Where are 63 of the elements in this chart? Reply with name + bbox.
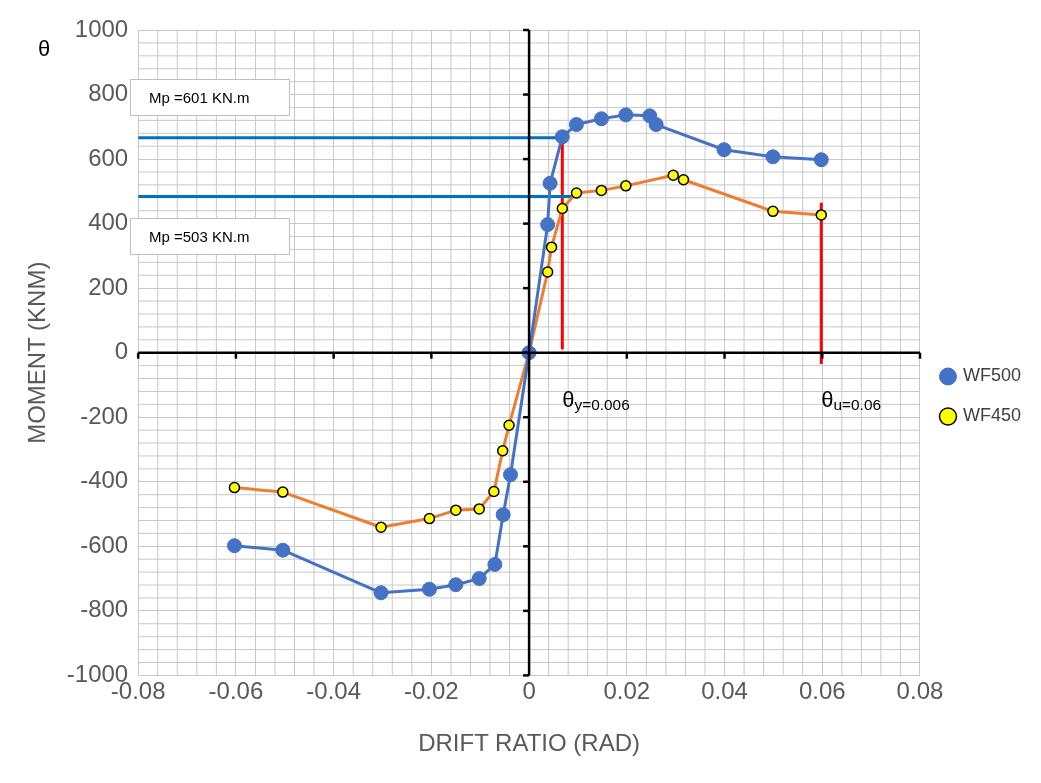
y-tick-label: -600 bbox=[80, 530, 129, 558]
point bbox=[545, 241, 558, 253]
callout-box: Mp =503 KN.m bbox=[129, 217, 291, 255]
x-tick-label: 0.08 bbox=[896, 677, 944, 705]
y-tick-label: 200 bbox=[88, 272, 129, 300]
x-tick-label: 0 bbox=[522, 677, 536, 705]
point bbox=[667, 169, 679, 181]
point bbox=[542, 175, 558, 191]
point bbox=[421, 581, 437, 597]
point bbox=[450, 504, 462, 516]
point bbox=[540, 217, 556, 233]
x-tick-label: 0.04 bbox=[701, 677, 748, 705]
point bbox=[226, 538, 242, 554]
y-axis-title: MOMENT (KNM) bbox=[23, 261, 51, 444]
x-axis-title: DRIFT RATIO (RAD) bbox=[418, 729, 640, 757]
point bbox=[473, 503, 485, 515]
point bbox=[677, 173, 690, 186]
point bbox=[503, 419, 515, 432]
point bbox=[554, 129, 570, 145]
callout-box: Mp =601 KN.m bbox=[129, 78, 291, 116]
point bbox=[648, 117, 664, 133]
point bbox=[375, 521, 387, 534]
point bbox=[556, 202, 569, 215]
point bbox=[568, 117, 584, 133]
x-tick-label: 0.02 bbox=[603, 677, 651, 705]
point bbox=[423, 512, 436, 525]
y-tick-label: 400 bbox=[88, 208, 129, 236]
point bbox=[767, 205, 779, 218]
x-tick-label: 0.06 bbox=[798, 677, 846, 705]
y-tick-label: 1000 bbox=[74, 14, 129, 42]
point bbox=[541, 266, 554, 278]
legend-label: WF500 bbox=[962, 365, 1022, 386]
x-tick-label: -0.02 bbox=[404, 677, 459, 705]
y-tick-label: 800 bbox=[88, 79, 129, 107]
point bbox=[496, 445, 509, 457]
point bbox=[570, 187, 583, 199]
x-tick-label: -0.04 bbox=[306, 677, 361, 705]
point bbox=[815, 209, 828, 221]
x-tick-label: -0.06 bbox=[208, 677, 264, 705]
point bbox=[593, 111, 609, 127]
y-tick-label: 600 bbox=[88, 143, 129, 171]
point bbox=[620, 180, 632, 192]
point bbox=[503, 467, 519, 483]
point bbox=[595, 184, 608, 197]
point bbox=[275, 542, 291, 558]
point bbox=[373, 585, 389, 601]
point bbox=[618, 107, 634, 123]
point bbox=[228, 481, 241, 494]
point bbox=[488, 485, 500, 498]
point bbox=[495, 507, 511, 523]
point bbox=[487, 556, 503, 572]
legend-label: WF450 bbox=[962, 405, 1022, 426]
y-tick-label: -800 bbox=[80, 595, 129, 623]
y-tick-label: -200 bbox=[80, 401, 129, 429]
point bbox=[471, 571, 487, 587]
point bbox=[716, 142, 732, 158]
text: θ bbox=[38, 36, 51, 62]
point bbox=[277, 486, 289, 498]
point bbox=[813, 152, 829, 168]
y-tick-label: 0 bbox=[114, 337, 129, 365]
y-tick-label: -400 bbox=[80, 466, 129, 494]
point bbox=[765, 149, 781, 165]
point bbox=[448, 577, 464, 593]
